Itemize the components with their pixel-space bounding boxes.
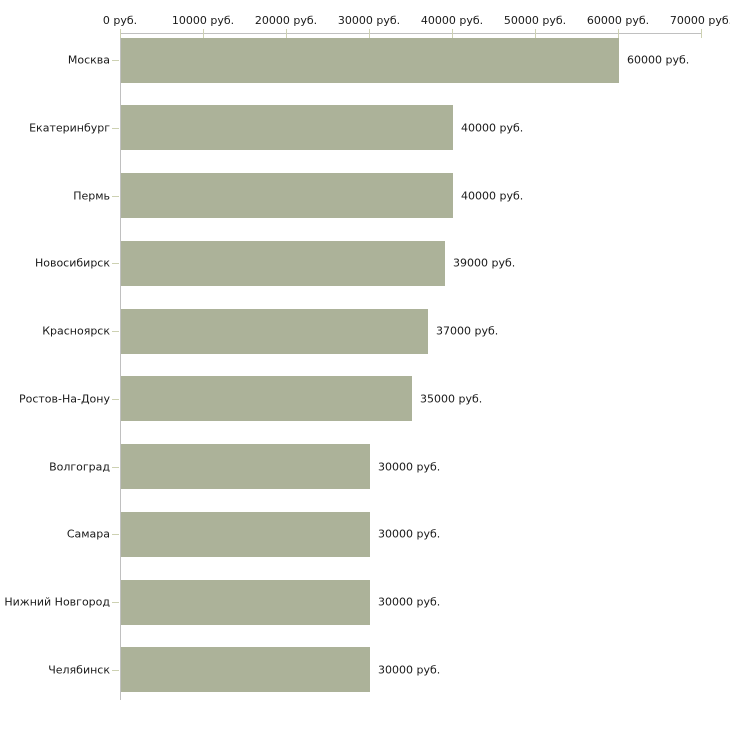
bar	[121, 511, 370, 557]
category-tick	[112, 128, 119, 129]
bar	[121, 37, 619, 83]
x-tick-label: 0 руб.	[102, 14, 138, 27]
x-tick-label: 20000 руб.	[254, 14, 318, 27]
category-tick	[112, 670, 119, 671]
category-tick	[112, 399, 119, 400]
bar	[121, 579, 370, 625]
value-label: 30000 руб.	[378, 460, 441, 473]
category-tick	[112, 60, 119, 61]
x-tick-label: 70000 руб.	[669, 14, 730, 27]
bar	[121, 444, 370, 489]
category-label: Ростов-На-Дону	[18, 392, 110, 406]
value-label: 30000 руб.	[378, 663, 441, 677]
value-label: 30000 руб.	[378, 595, 441, 609]
category-label: Москва	[67, 53, 110, 67]
bar	[121, 240, 445, 286]
x-tick	[120, 29, 121, 38]
category-tick	[112, 196, 119, 197]
value-label: 35000 руб.	[420, 392, 483, 406]
x-axis-line	[120, 33, 702, 34]
category-tick	[112, 467, 119, 468]
x-tick-label: 60000 руб.	[586, 14, 650, 27]
category-label: Самара	[66, 527, 110, 541]
category-label: Красноярск	[42, 324, 110, 338]
x-tick	[203, 29, 204, 38]
y-axis-line	[120, 33, 121, 700]
x-tick-label: 10000 руб.	[171, 14, 235, 27]
x-tick-label: 40000 руб.	[420, 14, 484, 27]
x-tick	[369, 29, 370, 38]
category-tick	[112, 602, 119, 603]
x-tick	[286, 29, 287, 38]
value-label: 39000 руб.	[453, 256, 516, 270]
category-tick	[112, 331, 119, 332]
x-tick	[701, 29, 702, 38]
x-tick	[618, 29, 619, 38]
value-label: 30000 руб.	[378, 527, 441, 541]
x-tick-label: 50000 руб.	[503, 14, 567, 27]
category-label: Нижний Новгород	[4, 595, 110, 609]
category-label: Пермь	[73, 189, 110, 202]
bar	[121, 308, 428, 354]
value-label: 40000 руб.	[461, 189, 524, 202]
bar	[121, 173, 453, 218]
bar	[121, 376, 412, 422]
value-label: 60000 руб.	[627, 53, 690, 67]
x-tick	[535, 29, 536, 38]
category-label: Новосибирск	[34, 256, 110, 270]
category-label: Волгоград	[49, 460, 110, 473]
category-tick	[112, 534, 119, 535]
bar	[121, 647, 370, 693]
bar	[121, 105, 453, 151]
x-tick	[452, 29, 453, 38]
category-label: Челябинск	[48, 663, 110, 677]
x-tick-label: 30000 руб.	[337, 14, 401, 27]
value-label: 40000 руб.	[461, 121, 524, 135]
category-tick	[112, 263, 119, 264]
category-label: Екатеринбург	[29, 121, 110, 135]
value-label: 37000 руб.	[436, 324, 499, 338]
